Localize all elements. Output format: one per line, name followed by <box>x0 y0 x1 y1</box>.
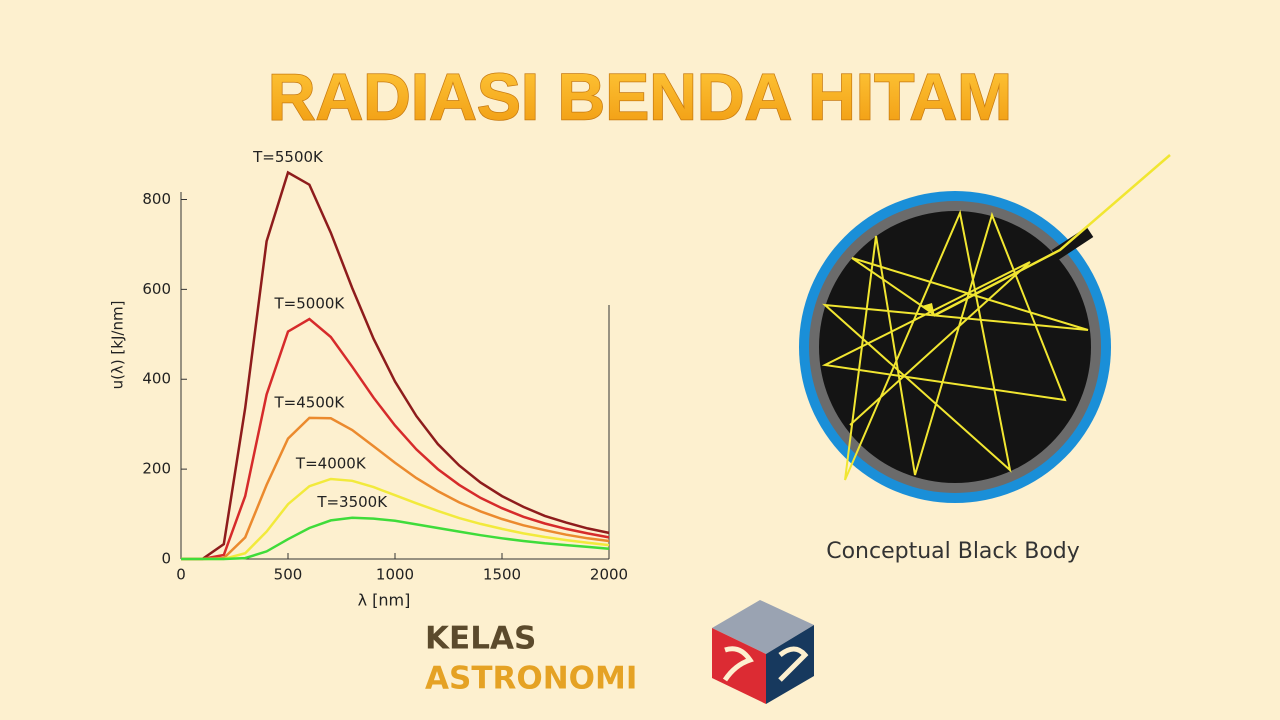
curve-label: T=3500K <box>316 493 388 511</box>
logo: KELAS ASTRONOMI <box>425 600 814 704</box>
x-axis-label: λ [nm] <box>358 591 411 610</box>
logo-mark <box>778 646 809 682</box>
x-tick-label: 0 <box>176 566 186 584</box>
logo-line1: KELAS <box>425 621 536 657</box>
curve-label: T=5000K <box>274 295 346 313</box>
logo-top <box>712 600 814 654</box>
x-tick-label: 2000 <box>590 566 628 584</box>
curve <box>181 317 610 561</box>
black-body-diagram: Conceptual Black Body <box>799 154 1171 564</box>
y-axis-label: u(λ) [kJ/nm] <box>109 301 127 390</box>
diagram-caption: Conceptual Black Body <box>826 539 1080 564</box>
curve <box>181 416 610 561</box>
logo-line2: ASTRONOMI <box>425 661 637 697</box>
y-tick-label: 0 <box>161 550 171 568</box>
reflections <box>821 209 1089 481</box>
curve-label: T=4000K <box>295 455 367 473</box>
opening <box>1051 226 1094 261</box>
x-tick-label: 500 <box>274 566 303 584</box>
x-tick-label: 1500 <box>483 566 521 584</box>
chart: λ [nm] u(λ) [kJ/nm] 0 200 400 600 800 0 500 100… <box>109 148 629 609</box>
y-tick-label: 600 <box>142 280 171 298</box>
curve <box>181 170 610 561</box>
incoming-ray <box>934 154 1171 317</box>
curve <box>181 477 610 561</box>
logo-right <box>766 625 814 704</box>
y-tick-label: 200 <box>142 460 171 478</box>
curve-label: T=5500K <box>252 148 324 166</box>
y-tick-label: 400 <box>142 370 171 388</box>
curve-label: T=4500K <box>274 393 346 411</box>
slide-title: RADIASI BENDA HITAM <box>268 59 1012 133</box>
logo-mark <box>722 646 754 682</box>
y-tick-label: 800 <box>142 190 171 208</box>
x-tick-label: 1000 <box>376 566 414 584</box>
curve <box>181 516 610 561</box>
cavity <box>819 211 1091 483</box>
